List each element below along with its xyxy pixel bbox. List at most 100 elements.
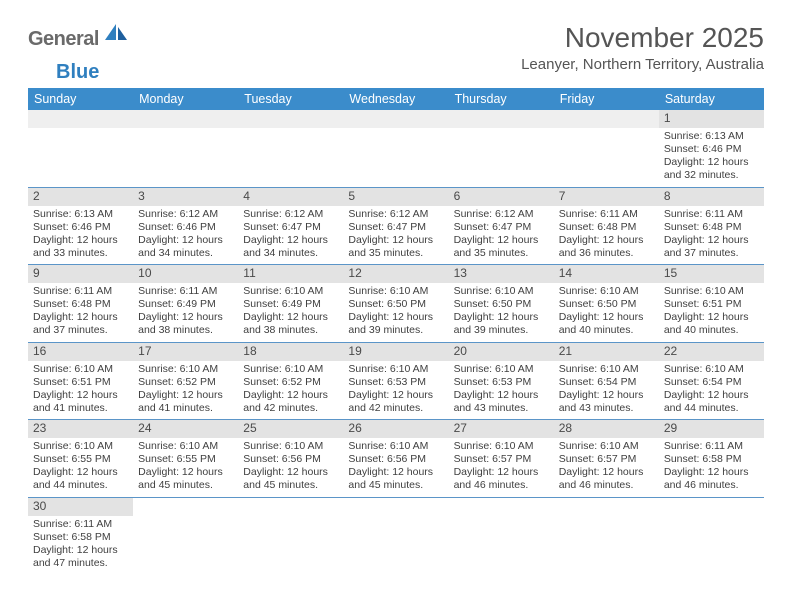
sunrise-text: Sunrise: 6:10 AM (243, 363, 339, 376)
day-info: Sunrise: 6:10 AMSunset: 6:49 PMDaylight:… (238, 283, 343, 342)
sunset-text: Sunset: 6:50 PM (348, 298, 444, 311)
sunrise-text: Sunrise: 6:10 AM (138, 440, 234, 453)
day-info: Sunrise: 6:11 AMSunset: 6:58 PMDaylight:… (28, 516, 133, 575)
calendar-day-cell: 22Sunrise: 6:10 AMSunset: 6:54 PMDayligh… (659, 342, 764, 420)
day-number (133, 110, 238, 128)
sunset-text: Sunset: 6:49 PM (243, 298, 339, 311)
day-number: 21 (554, 343, 659, 361)
sunset-text: Sunset: 6:58 PM (664, 453, 760, 466)
day-number: 17 (133, 343, 238, 361)
sunset-text: Sunset: 6:47 PM (454, 221, 550, 234)
sunset-text: Sunset: 6:52 PM (138, 376, 234, 389)
day-number: 7 (554, 188, 659, 206)
day-number: 15 (659, 265, 764, 283)
day-number (343, 110, 448, 128)
sunrise-text: Sunrise: 6:11 AM (33, 285, 129, 298)
day-info: Sunrise: 6:10 AMSunset: 6:53 PMDaylight:… (343, 361, 448, 420)
day-number: 26 (343, 420, 448, 438)
calendar-day-cell: 19Sunrise: 6:10 AMSunset: 6:53 PMDayligh… (343, 342, 448, 420)
calendar-day-cell: 26Sunrise: 6:10 AMSunset: 6:56 PMDayligh… (343, 420, 448, 498)
day-info (659, 516, 764, 574)
calendar-day-cell: 3Sunrise: 6:12 AMSunset: 6:46 PMDaylight… (133, 187, 238, 265)
calendar-day-cell: 20Sunrise: 6:10 AMSunset: 6:53 PMDayligh… (449, 342, 554, 420)
day-number: 1 (659, 110, 764, 128)
calendar-day-cell: 23Sunrise: 6:10 AMSunset: 6:55 PMDayligh… (28, 420, 133, 498)
brand-part1: General (28, 28, 99, 51)
sunset-text: Sunset: 6:57 PM (559, 453, 655, 466)
daylight-text: Daylight: 12 hours and 38 minutes. (138, 311, 234, 337)
day-info: Sunrise: 6:12 AMSunset: 6:47 PMDaylight:… (449, 206, 554, 265)
day-info (554, 128, 659, 186)
daylight-text: Daylight: 12 hours and 39 minutes. (454, 311, 550, 337)
weekday-header: Saturday (659, 88, 764, 110)
calendar-day-cell: 27Sunrise: 6:10 AMSunset: 6:57 PMDayligh… (449, 420, 554, 498)
calendar-day-cell: 4Sunrise: 6:12 AMSunset: 6:47 PMDaylight… (238, 187, 343, 265)
daylight-text: Daylight: 12 hours and 39 minutes. (348, 311, 444, 337)
day-info: Sunrise: 6:10 AMSunset: 6:54 PMDaylight:… (659, 361, 764, 420)
daylight-text: Daylight: 12 hours and 43 minutes. (559, 389, 655, 415)
daylight-text: Daylight: 12 hours and 34 minutes. (138, 234, 234, 260)
sunset-text: Sunset: 6:47 PM (243, 221, 339, 234)
day-number: 2 (28, 188, 133, 206)
weekday-header: Sunday (28, 88, 133, 110)
calendar-day-cell: 1Sunrise: 6:13 AMSunset: 6:46 PMDaylight… (659, 110, 764, 187)
day-info (238, 516, 343, 574)
day-number: 13 (449, 265, 554, 283)
calendar-day-cell: 17Sunrise: 6:10 AMSunset: 6:52 PMDayligh… (133, 342, 238, 420)
sunrise-text: Sunrise: 6:11 AM (559, 208, 655, 221)
calendar-day-cell: 16 Sunrise: 6:10 AMSunset: 6:51 PMDayligh… (28, 342, 133, 420)
sunset-text: Sunset: 6:51 PM (33, 376, 129, 389)
daylight-text: Daylight: 12 hours and 41 minutes. (138, 389, 234, 415)
daylight-text: Daylight: 12 hours and 38 minutes. (243, 311, 339, 337)
sunrise-text: Sunrise: 6:10 AM (664, 363, 760, 376)
daylight-text: Daylight: 12 hours and 46 minutes. (559, 466, 655, 492)
sunset-text: Sunset: 6:53 PM (348, 376, 444, 389)
calendar-day-cell (28, 110, 133, 187)
day-number: 3 (133, 188, 238, 206)
sunset-text: Sunset: 6:46 PM (138, 221, 234, 234)
sunrise-text: Sunrise: 6:11 AM (33, 518, 129, 531)
sunset-text: Sunset: 6:54 PM (559, 376, 655, 389)
day-info: Sunrise: 6:10 AMSunset: 6:54 PMDaylight:… (554, 361, 659, 420)
calendar-day-cell: 15Sunrise: 6:10 AMSunset: 6:51 PMDayligh… (659, 265, 764, 343)
day-number: 29 (659, 420, 764, 438)
calendar-week-row: 9Sunrise: 6:11 AMSunset: 6:48 PMDaylight… (28, 265, 764, 343)
calendar-day-cell (238, 110, 343, 187)
sunrise-text: Sunrise: 6:12 AM (243, 208, 339, 221)
sunset-text: Sunset: 6:53 PM (454, 376, 550, 389)
daylight-text: Daylight: 12 hours and 46 minutes. (664, 466, 760, 492)
daylight-text: Daylight: 12 hours and 41 minutes. (33, 389, 129, 415)
day-number: 23 (28, 420, 133, 438)
day-info: Sunrise: 6:10 AMSunset: 6:50 PMDaylight:… (449, 283, 554, 342)
sunrise-text: Sunrise: 6:10 AM (454, 285, 550, 298)
sunrise-text: Sunrise: 6:10 AM (348, 363, 444, 376)
calendar-day-cell (238, 497, 343, 574)
daylight-text: Daylight: 12 hours and 42 minutes. (243, 389, 339, 415)
daylight-text: Daylight: 12 hours and 45 minutes. (348, 466, 444, 492)
sunrise-text: Sunrise: 6:13 AM (664, 130, 760, 143)
daylight-text: Daylight: 12 hours and 43 minutes. (454, 389, 550, 415)
daylight-text: Daylight: 12 hours and 36 minutes. (559, 234, 655, 260)
day-number: 8 (659, 188, 764, 206)
calendar-day-cell: 30Sunrise: 6:11 AMSunset: 6:58 PMDayligh… (28, 497, 133, 574)
day-number: 27 (449, 420, 554, 438)
day-info: Sunrise: 6:10 AMSunset: 6:50 PMDaylight:… (343, 283, 448, 342)
calendar-table: Sunday Monday Tuesday Wednesday Thursday… (28, 88, 764, 574)
daylight-text: Daylight: 12 hours and 47 minutes. (33, 544, 129, 570)
day-number: 16 (28, 343, 133, 361)
daylight-text: Daylight: 12 hours and 45 minutes. (138, 466, 234, 492)
sunrise-text: Sunrise: 6:11 AM (138, 285, 234, 298)
calendar-week-row: 30Sunrise: 6:11 AMSunset: 6:58 PMDayligh… (28, 497, 764, 574)
calendar-day-cell: 29Sunrise: 6:11 AMSunset: 6:58 PMDayligh… (659, 420, 764, 498)
calendar-day-cell: 5Sunrise: 6:12 AMSunset: 6:47 PMDaylight… (343, 187, 448, 265)
day-info: Sunrise: 6:11 AMSunset: 6:48 PMDaylight:… (659, 206, 764, 265)
day-info: Sunrise: 6:10 AMSunset: 6:52 PMDaylight:… (133, 361, 238, 420)
day-info: Sunrise: 6:12 AMSunset: 6:47 PMDaylight:… (343, 206, 448, 265)
daylight-text: Daylight: 12 hours and 44 minutes. (33, 466, 129, 492)
calendar-week-row: 23Sunrise: 6:10 AMSunset: 6:55 PMDayligh… (28, 420, 764, 498)
day-info: Sunrise: 6:10 AMSunset: 6:51 PMDaylight:… (659, 283, 764, 342)
day-info (238, 128, 343, 186)
day-info (133, 516, 238, 574)
sunset-text: Sunset: 6:48 PM (559, 221, 655, 234)
sunrise-text: Sunrise: 6:10 AM (33, 363, 129, 376)
